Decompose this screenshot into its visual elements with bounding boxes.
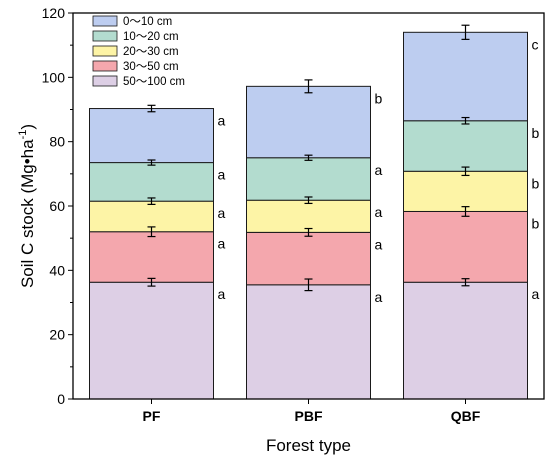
significance-letter: a <box>375 204 383 220</box>
legend-swatch <box>92 60 118 72</box>
y-axis-title-main: Soil C stock (Mg•ha <box>18 139 37 288</box>
bar-segment <box>403 170 528 212</box>
error-bars-layer <box>147 24 470 292</box>
significance-letter: a <box>375 236 383 252</box>
legend-label: 0～10 cm <box>123 16 172 28</box>
legend-swatch <box>92 15 118 27</box>
bar-segment <box>403 281 528 400</box>
x-axis-title: Forest type <box>266 436 351 455</box>
legend-swatch <box>92 45 118 57</box>
bar-segment <box>246 157 371 201</box>
significance-letter: a <box>375 289 383 305</box>
y-tick-label: 120 <box>42 5 66 21</box>
significance-letter: a <box>375 162 383 178</box>
y-axis-title-superscript: -1 <box>17 130 29 140</box>
y-tick-label: 100 <box>42 69 66 85</box>
bar-segment <box>89 281 214 400</box>
bar-segment <box>246 284 371 400</box>
significance-letter: a <box>218 205 226 221</box>
bar-segment <box>89 162 214 202</box>
significance-letter: b <box>532 175 540 191</box>
bars-layer <box>89 31 528 400</box>
y-tick-label: 60 <box>49 198 65 214</box>
y-tick-label: 20 <box>49 327 65 343</box>
bar-segment <box>246 231 371 286</box>
x-tick-label: QBF <box>451 408 481 424</box>
plot-frame <box>72 12 545 400</box>
y-tick-label: 0 <box>57 391 65 407</box>
y-axis-title: Soil C stock (Mg•ha-1) <box>17 124 37 288</box>
bar-segment <box>403 31 528 122</box>
significance-letter: a <box>532 286 540 302</box>
y-tick-label: 80 <box>49 134 65 150</box>
bar-segment <box>246 199 371 233</box>
x-tick-label: PBF <box>295 408 323 424</box>
significance-letter: b <box>532 215 540 231</box>
y-tick-label: 40 <box>49 262 65 278</box>
significance-letter: a <box>218 167 226 183</box>
legend: 0～10 cm 10～20 cm 20～30 cm 30～50 cm 50～100 cm <box>92 15 185 88</box>
legend-label: 20～30 cm <box>123 46 179 58</box>
bar-segment <box>246 85 371 159</box>
y-axis-title-close: ) <box>18 124 37 130</box>
legend-label: 50～100 cm <box>123 76 185 88</box>
significance-letter: b <box>532 125 540 141</box>
bar-segment <box>403 210 528 283</box>
significance-letter: a <box>218 113 226 129</box>
legend-swatch <box>92 30 118 42</box>
x-tick-label: PF <box>143 408 161 424</box>
significance-letter: a <box>218 236 226 252</box>
axes-layer: PF PBF QBF 0 20 40 60 80 100 120 <box>42 5 545 424</box>
bar-segment <box>403 120 528 172</box>
significance-letter: a <box>218 286 226 302</box>
significance-letter: c <box>532 36 539 52</box>
significance-letter: b <box>375 90 383 106</box>
legend-swatch <box>92 75 118 87</box>
bar-segment <box>89 108 214 164</box>
bar-segment <box>89 231 214 283</box>
legend-label: 10～20 cm <box>123 31 179 43</box>
legend-label: 30～50 cm <box>123 61 179 73</box>
